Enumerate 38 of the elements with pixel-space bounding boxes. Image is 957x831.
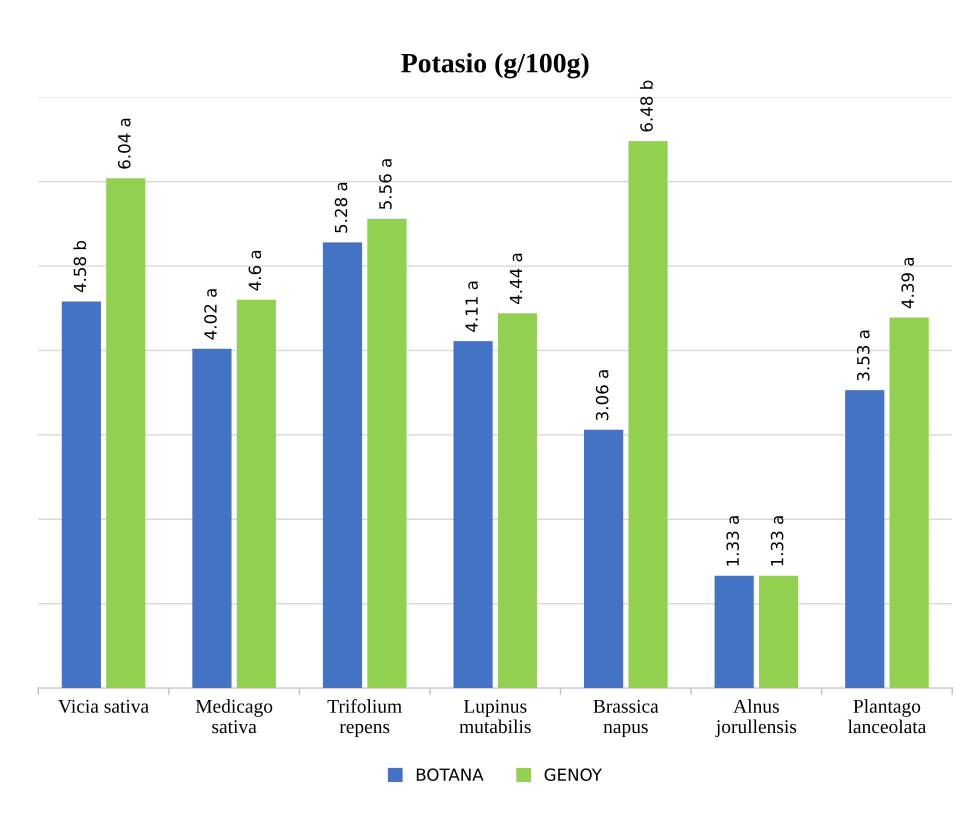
data-label: 1.33 a — [726, 516, 740, 566]
bar — [758, 576, 798, 688]
x-tick-label: Vicia sativa — [58, 700, 149, 713]
data-label: 3.53 a — [856, 330, 870, 380]
bar — [453, 341, 493, 688]
bar — [628, 141, 668, 688]
x-tick-label: Brassica napus — [593, 700, 658, 738]
x-tick-label: Trifolium repens — [328, 698, 402, 738]
bar — [192, 348, 232, 688]
data-label: 4.02 a — [204, 289, 217, 340]
x-tick-label: Plantago lanceolata — [848, 699, 926, 734]
x-tick-label: Lupinus mutabilis — [459, 700, 531, 734]
data-label: 5.56 a — [379, 159, 392, 210]
data-label: 4.44 a — [510, 254, 522, 304]
data-label: 1.33 a — [770, 516, 784, 566]
data-label: 3.06 a — [596, 370, 608, 420]
bar — [845, 390, 884, 688]
data-label: 4.58 b — [73, 240, 86, 292]
bar — [498, 313, 538, 688]
legend-label: GENOY — [544, 768, 602, 781]
x-tick-label: Alnus jorullensis — [715, 699, 796, 738]
bar — [322, 242, 362, 688]
data-label: 4.39 a — [901, 258, 914, 308]
chart-title: Potasio (g/100g) — [401, 52, 589, 78]
bar — [714, 576, 754, 688]
bar — [106, 178, 146, 688]
bar — [62, 301, 101, 688]
data-label: 5.28 a — [334, 182, 348, 233]
bar — [236, 300, 276, 688]
data-label: 4.6 a — [248, 250, 262, 291]
data-label: 6.48 b — [640, 80, 653, 132]
data-label: 4.11 a — [466, 282, 478, 332]
bar — [367, 218, 406, 688]
legend-label: BOTANA — [416, 768, 484, 781]
x-tick-label: Medicago sativa — [196, 699, 272, 734]
bar — [584, 430, 624, 688]
bar — [890, 318, 929, 688]
data-label: 6.04 a — [118, 118, 131, 169]
